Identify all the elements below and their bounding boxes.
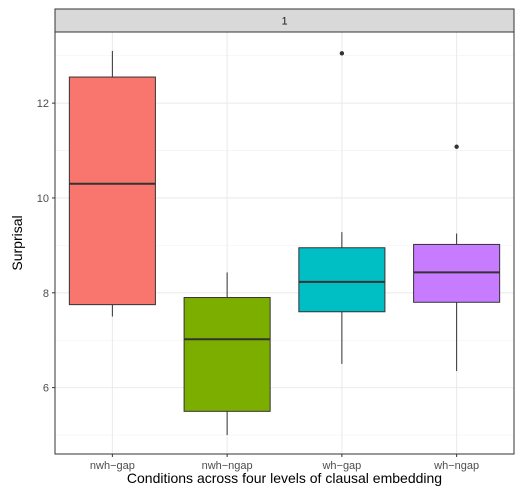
- facet-strip: [54, 8, 515, 33]
- box-3: [298, 51, 386, 364]
- y-tick-label: 10: [37, 193, 49, 205]
- box-layer: [68, 50, 501, 436]
- facet-strip-label: 1: [281, 16, 287, 28]
- y-tick-label: 12: [37, 98, 49, 110]
- x-axis: nwh−gap nwh−ngap wh−gap wh−ngap: [90, 454, 479, 472]
- y-tick-label: 6: [43, 383, 49, 395]
- outlier-point: [454, 144, 459, 149]
- box-1: [68, 50, 156, 317]
- y-axis-title: Surprisal: [9, 215, 25, 270]
- x-tick-label: wh−gap: [321, 460, 361, 472]
- x-tick-label: wh−ngap: [433, 460, 479, 472]
- x-tick-label: nwh−ngap: [202, 460, 253, 472]
- box-body: [298, 247, 386, 313]
- box-4: [413, 144, 501, 372]
- x-tick-label: nwh−gap: [90, 460, 135, 472]
- y-tick-label: 8: [43, 288, 49, 300]
- outlier-point: [339, 51, 345, 56]
- box-2: [183, 272, 271, 436]
- box-body: [183, 297, 271, 412]
- y-axis: 6 8 10 12: [37, 98, 55, 395]
- x-axis-title: Conditions across four levels of clausal…: [127, 470, 442, 486]
- box-body: [68, 76, 156, 306]
